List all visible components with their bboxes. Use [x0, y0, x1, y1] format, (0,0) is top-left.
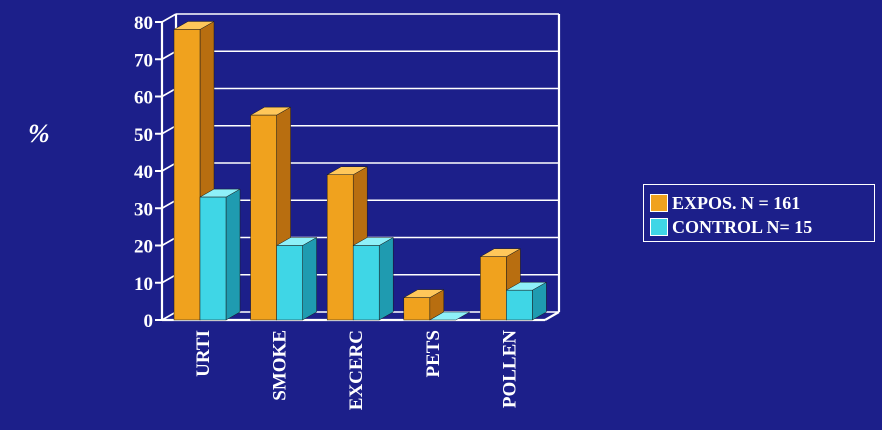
- legend-swatch-control: [650, 218, 668, 236]
- gridline-side: [161, 199, 177, 209]
- gridline-side: [161, 162, 177, 172]
- y-tick-label: 40: [134, 162, 153, 183]
- gridline-side: [161, 311, 177, 321]
- y-tick-label: 60: [134, 88, 153, 109]
- legend: EXPOS. N = 161 CONTROL N= 15: [643, 184, 875, 242]
- bar-control-urti: [199, 188, 241, 321]
- gridline-side: [161, 274, 177, 284]
- y-tick-label: 10: [134, 274, 153, 295]
- bar-expos-pets: [402, 289, 445, 321]
- bar-control-pollen: [505, 281, 548, 321]
- legend-label-control: CONTROL N= 15: [672, 216, 813, 237]
- y-tick-label: 30: [134, 199, 153, 220]
- gridline-side: [161, 13, 177, 23]
- x-tick-label: PETS: [423, 330, 444, 378]
- gridline-side: [161, 50, 177, 60]
- bar-control-smoke: [275, 237, 318, 321]
- gridline-side: [161, 236, 177, 247]
- x-tick-label: SMOKE: [270, 330, 291, 401]
- bar-layer: [173, 21, 548, 321]
- x-tick-label: URTI: [193, 330, 214, 377]
- label-layer: 0 10 20 30 40 50 60 70 80 URTI SMOKE EXCERC PETS POLL…: [134, 13, 520, 410]
- bar-control-pets: [428, 311, 471, 321]
- legend-swatch-expos: [650, 194, 668, 212]
- y-tick-label: 70: [134, 50, 153, 71]
- x-tick-label: EXCERC: [346, 330, 367, 410]
- y-tick-label: 50: [134, 125, 153, 146]
- bar-control-excerc: [352, 237, 395, 321]
- y-tick-label: 0: [144, 311, 154, 332]
- y-tick-label: 20: [134, 237, 153, 258]
- legend-label-expos: EXPOS. N = 161: [672, 192, 801, 213]
- gridline-side: [161, 125, 177, 135]
- legend-item-expos: EXPOS. N = 161: [650, 191, 874, 215]
- y-tick-label: 80: [134, 13, 153, 34]
- gridline-side: [161, 87, 177, 98]
- y-axis-label: %: [28, 119, 50, 148]
- axis-line: [544, 311, 560, 321]
- legend-item-control: CONTROL N= 15: [650, 215, 874, 239]
- x-tick-label: POLLEN: [499, 330, 520, 408]
